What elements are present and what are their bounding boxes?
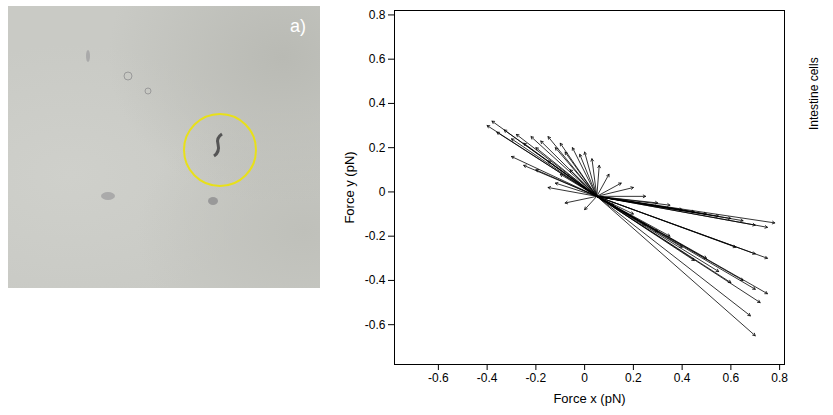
svg-text:-0.4: -0.4 — [477, 371, 498, 385]
svg-text:-0.2: -0.2 — [365, 229, 386, 243]
svg-text:0.2: 0.2 — [625, 371, 642, 385]
svg-text:Force x (pN): Force x (pN) — [553, 391, 625, 406]
svg-text:0.4: 0.4 — [674, 371, 691, 385]
svg-text:0.2: 0.2 — [369, 141, 386, 155]
svg-text:0: 0 — [581, 371, 588, 385]
svg-text:0.6: 0.6 — [369, 52, 386, 66]
svg-text:0.4: 0.4 — [369, 96, 386, 110]
svg-text:-0.6: -0.6 — [365, 318, 386, 332]
svg-text:0.8: 0.8 — [369, 8, 386, 22]
svg-text:0: 0 — [379, 185, 386, 199]
html-text:Intestine cells: Intestine cells — [807, 57, 821, 130]
svg-text:Force y (pN): Force y (pN) — [342, 151, 357, 223]
svg-text:-0.2: -0.2 — [526, 371, 547, 385]
svg-text:0.6: 0.6 — [723, 371, 740, 385]
svg-text:-0.6: -0.6 — [428, 371, 449, 385]
html-text:a): a) — [290, 16, 306, 36]
svg-text:0.8: 0.8 — [771, 371, 788, 385]
svg-text:-0.4: -0.4 — [365, 273, 386, 287]
